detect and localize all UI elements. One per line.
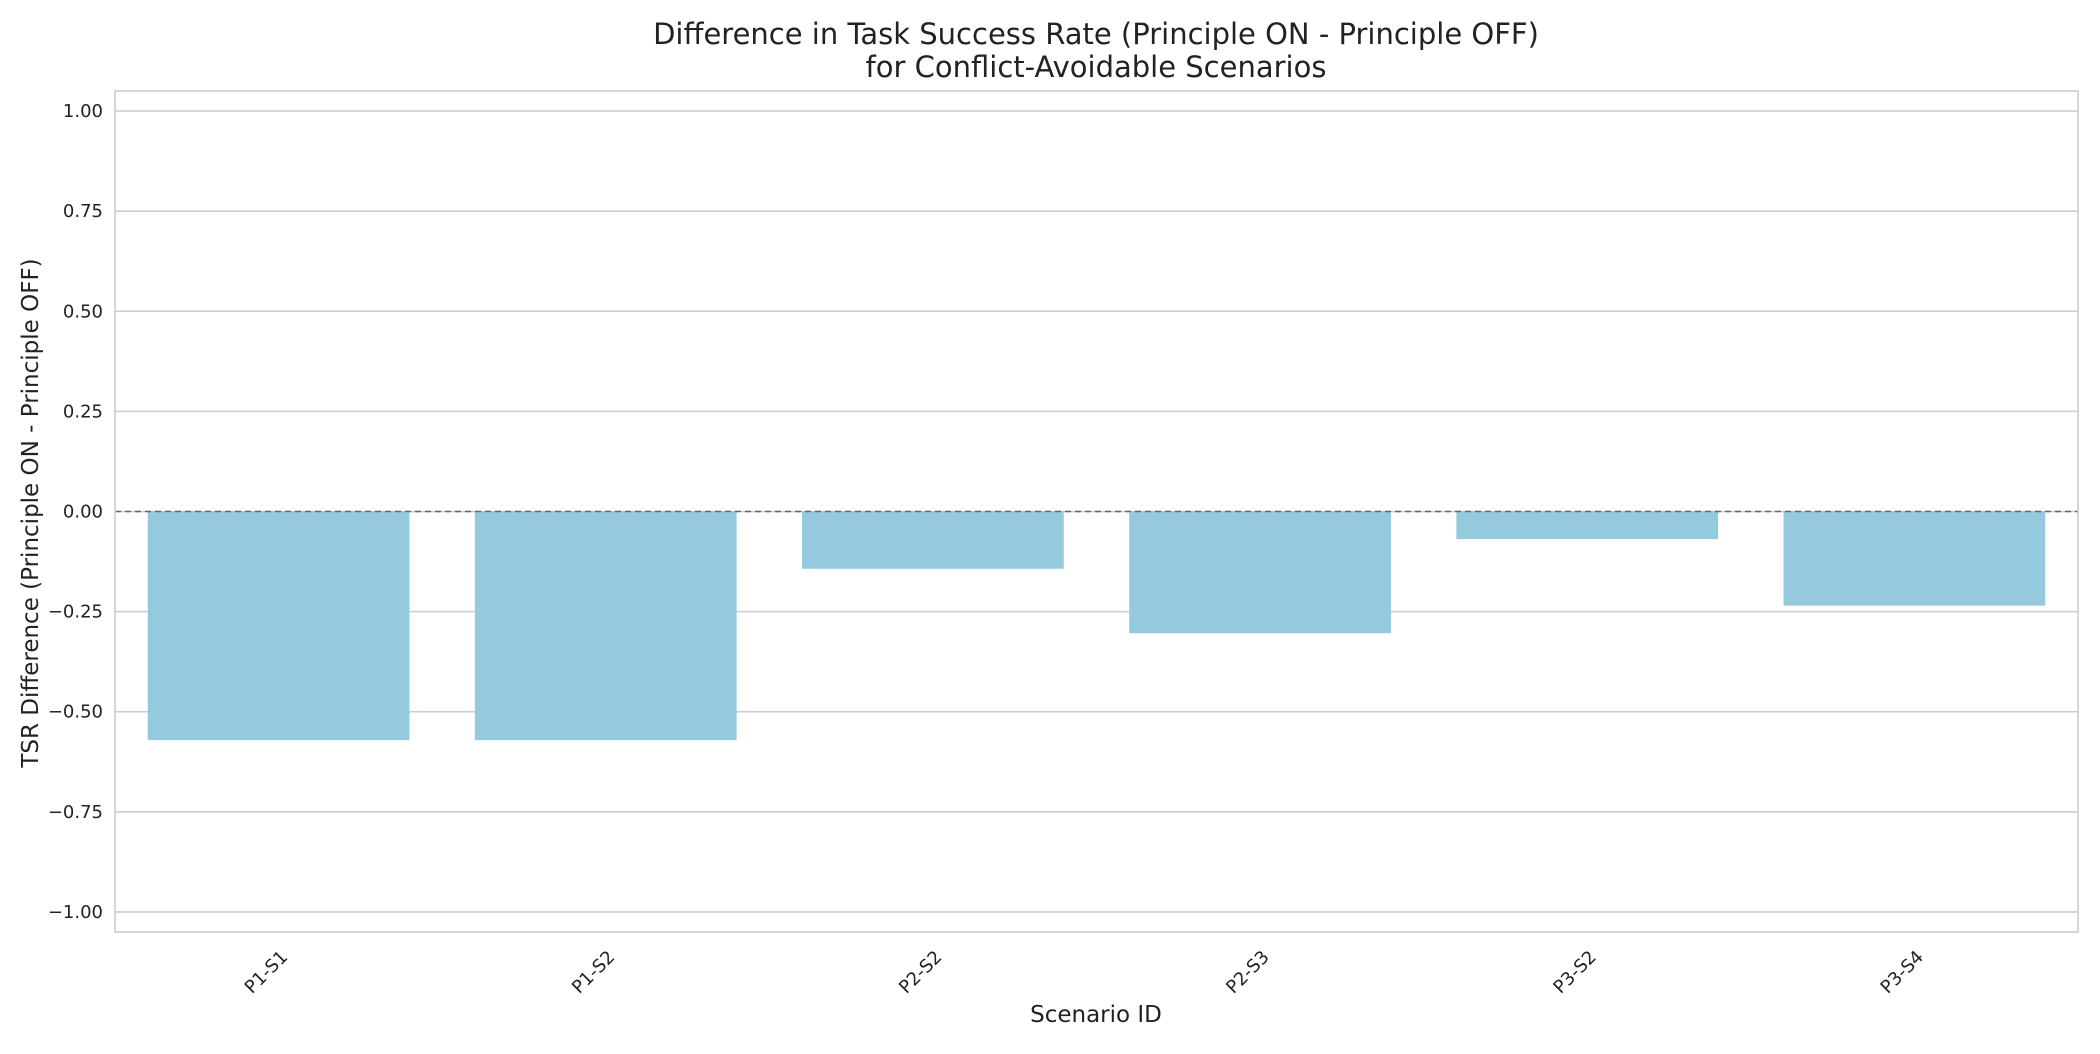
x-tick-label: P1-S2 [568,947,619,998]
chart-subtitle: for Conflict-Avoidable Scenarios [866,50,1327,84]
y-tick-label: −0.75 [48,802,103,823]
bar-p1-s2 [474,511,737,741]
y-tick-label: 0.25 [63,401,103,422]
x-axis-ticks: P1-S1 P1-S2 P2-S2 P2-S3 P3-S2 P3-S4 [241,947,1928,998]
x-tick-label: P3-S2 [1549,947,1600,998]
bar-p2-s3 [1129,511,1391,634]
x-tick-label: P2-S3 [1222,947,1273,998]
y-tick-label: −0.50 [48,702,103,723]
x-axis-label: Scenario ID [1030,1002,1162,1028]
y-tick-label: 1.00 [63,101,103,122]
y-tick-label: −1.00 [48,902,103,923]
bar-p3-s4 [1783,511,2046,606]
chart-title: Difference in Task Success Rate (Princip… [653,17,1539,51]
x-tick-label: P3-S4 [1877,947,1928,998]
bar-series [147,511,2046,741]
y-tick-label: −0.25 [48,602,103,623]
y-tick-label: 0.75 [63,201,103,222]
x-tick-label: P2-S2 [895,947,946,998]
y-tick-label: 0.50 [63,301,103,322]
plot-frame [114,90,2079,933]
y-axis-ticks: 1.00 0.75 0.50 0.25 0.00 −0.25 −0.50 −0.75 −1.00 [48,101,103,923]
bar-p2-s2 [802,511,1064,569]
x-tick-label: P1-S1 [241,947,292,998]
y-axis-label: TSR Difference (Principle ON - Principle… [18,258,44,768]
y-tick-label: 0.00 [63,502,103,523]
bar-p1-s1 [147,511,410,741]
bar-p3-s2 [1456,511,1719,540]
